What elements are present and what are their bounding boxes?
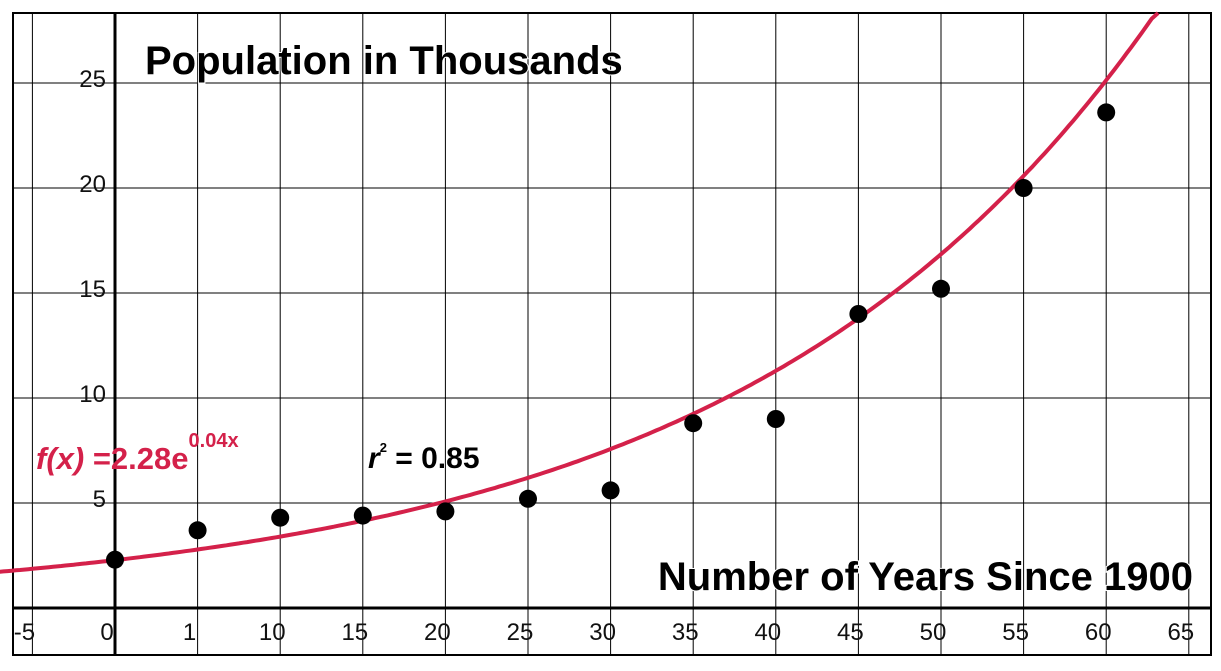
x-tick-label: 60 xyxy=(1085,619,1112,646)
data-point xyxy=(1014,179,1033,197)
r2-value: = 0.85 xyxy=(387,442,480,475)
data-point xyxy=(601,481,620,500)
r2-superscript: 2 xyxy=(380,440,387,455)
data-point xyxy=(684,414,703,433)
data-points xyxy=(106,103,1116,569)
fit-curve-layer xyxy=(0,11,1160,574)
data-point xyxy=(271,508,290,527)
data-point xyxy=(188,521,207,540)
data-point xyxy=(106,550,124,569)
x-tick-label: 45 xyxy=(837,619,864,646)
y-tick-label: 5 xyxy=(93,486,106,513)
data-point xyxy=(932,279,950,298)
data-point xyxy=(436,502,455,521)
x-tick-label: 30 xyxy=(589,619,616,646)
x-tick-label: 15 xyxy=(341,619,368,646)
tick-labels: -5 0 1 10 15 20 25 30 35 40 45 50 55 60 65 5 10 15 20 25 xyxy=(14,66,1194,646)
y-tick-label: 10 xyxy=(79,381,106,408)
data-point xyxy=(519,489,537,508)
data-point xyxy=(1097,103,1116,122)
equation-body: =2.28e xyxy=(84,441,188,476)
x-tick-label: 1 xyxy=(183,619,196,646)
r-squared-label: r2 = 0.85 xyxy=(368,440,480,475)
equation-fx: f(x) xyxy=(36,441,84,476)
data-point xyxy=(849,305,868,323)
y-tick-label: 25 xyxy=(79,66,106,93)
x-tick-label: 55 xyxy=(1002,619,1029,646)
x-tick-label: 65 xyxy=(1167,619,1194,646)
x-tick-label: 10 xyxy=(259,619,286,646)
equation-exponent: 0.04x xyxy=(189,430,239,452)
r2-symbol: r xyxy=(368,442,382,475)
x-tick-label: -5 xyxy=(14,619,35,646)
chart-title: Population in Thousands xyxy=(145,39,623,83)
grid xyxy=(13,13,1211,655)
data-point xyxy=(353,506,372,525)
y-tick-label: 20 xyxy=(79,171,106,198)
y-tick-label: 15 xyxy=(79,276,106,303)
x-tick-label: 35 xyxy=(672,619,699,646)
x-tick-label: 50 xyxy=(920,619,947,646)
fit-curve xyxy=(0,11,1160,574)
axes xyxy=(13,13,1211,655)
x-tick-label: 20 xyxy=(424,619,451,646)
equation-label: f(x) =2.28e0.04x xyxy=(36,430,239,476)
data-point xyxy=(766,410,785,428)
x-tick-label: 25 xyxy=(507,619,534,646)
x-axis-title: Number of Years Since 1900 xyxy=(658,555,1193,599)
x-tick-label: 0 xyxy=(100,619,113,646)
chart-frame xyxy=(12,12,1212,656)
x-tick-label: 40 xyxy=(754,619,781,646)
